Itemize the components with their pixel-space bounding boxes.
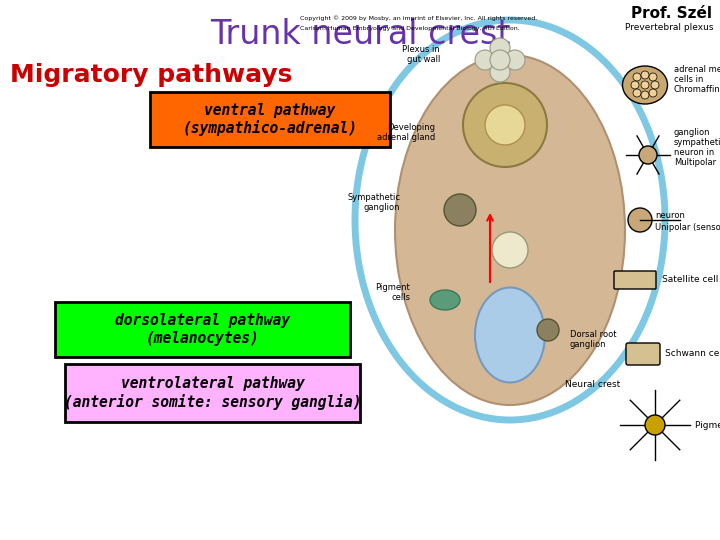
Circle shape: [490, 38, 510, 58]
Text: adrenal medulla: adrenal medulla: [674, 65, 720, 74]
Circle shape: [492, 232, 528, 268]
Text: Satellite cell: Satellite cell: [662, 275, 719, 285]
Text: Developing
adrenal gland: Developing adrenal gland: [377, 123, 435, 142]
Text: ventral pathway
(sympathico-adrenal): ventral pathway (sympathico-adrenal): [182, 103, 358, 136]
Text: Sympathetic
ganglion: Sympathetic ganglion: [347, 193, 400, 212]
Ellipse shape: [475, 287, 545, 382]
FancyBboxPatch shape: [65, 364, 360, 422]
Text: Pigment
cells: Pigment cells: [375, 282, 410, 302]
Circle shape: [641, 81, 649, 89]
Circle shape: [633, 89, 641, 97]
Text: Schwann cell: Schwann cell: [665, 349, 720, 359]
Text: Trunk neural crest: Trunk neural crest: [210, 18, 510, 51]
Ellipse shape: [537, 319, 559, 341]
Text: Neural crest: Neural crest: [565, 380, 620, 389]
Circle shape: [475, 50, 495, 70]
Text: ganglion: ganglion: [674, 128, 711, 137]
Circle shape: [649, 73, 657, 81]
Circle shape: [639, 146, 657, 164]
Text: Multipolar: Multipolar: [674, 158, 716, 167]
Circle shape: [641, 91, 649, 99]
Text: cells in: cells in: [674, 75, 703, 84]
Text: Prof. Szél: Prof. Szél: [631, 6, 712, 22]
FancyBboxPatch shape: [614, 271, 656, 289]
Ellipse shape: [623, 66, 667, 104]
Ellipse shape: [430, 290, 460, 310]
Text: neuron in: neuron in: [674, 148, 714, 157]
Circle shape: [505, 50, 525, 70]
Circle shape: [631, 81, 639, 89]
Text: sympathetic: sympathetic: [674, 138, 720, 147]
FancyBboxPatch shape: [626, 343, 660, 365]
Text: Plexus in
gut wall: Plexus in gut wall: [402, 45, 440, 64]
Text: Chromaffin: Chromaffin: [674, 85, 720, 94]
Text: Unipolar (sensory): Unipolar (sensory): [655, 223, 720, 232]
Ellipse shape: [395, 55, 625, 405]
FancyBboxPatch shape: [55, 302, 350, 357]
Circle shape: [641, 71, 649, 79]
Circle shape: [628, 208, 652, 232]
Text: neuron: neuron: [655, 211, 685, 220]
Text: Migratory pathways: Migratory pathways: [10, 63, 292, 87]
Text: Dorsal root
ganglion: Dorsal root ganglion: [570, 329, 616, 349]
FancyBboxPatch shape: [150, 92, 390, 147]
Circle shape: [649, 89, 657, 97]
Circle shape: [490, 50, 510, 70]
Circle shape: [444, 194, 476, 226]
Circle shape: [490, 62, 510, 82]
Circle shape: [645, 415, 665, 435]
Circle shape: [485, 105, 525, 145]
Text: dorsolateral pathway
(melanocytes): dorsolateral pathway (melanocytes): [115, 313, 290, 346]
Text: Copyright © 2009 by Mosby, an imprint of Elsevier, Inc. All rights reserved.: Copyright © 2009 by Mosby, an imprint of…: [300, 15, 537, 21]
Text: Carlson: Human Embryology and Developmental Biology, 4th Edition.: Carlson: Human Embryology and Developmen…: [300, 26, 520, 31]
Circle shape: [651, 81, 659, 89]
Circle shape: [633, 73, 641, 81]
Text: Prevertebral plexus: Prevertebral plexus: [625, 23, 714, 32]
Circle shape: [463, 83, 547, 167]
Text: Pigment cell: Pigment cell: [695, 421, 720, 429]
Text: ventrolateral pathway
(anterior somite: sensory ganglia): ventrolateral pathway (anterior somite: …: [64, 376, 361, 410]
